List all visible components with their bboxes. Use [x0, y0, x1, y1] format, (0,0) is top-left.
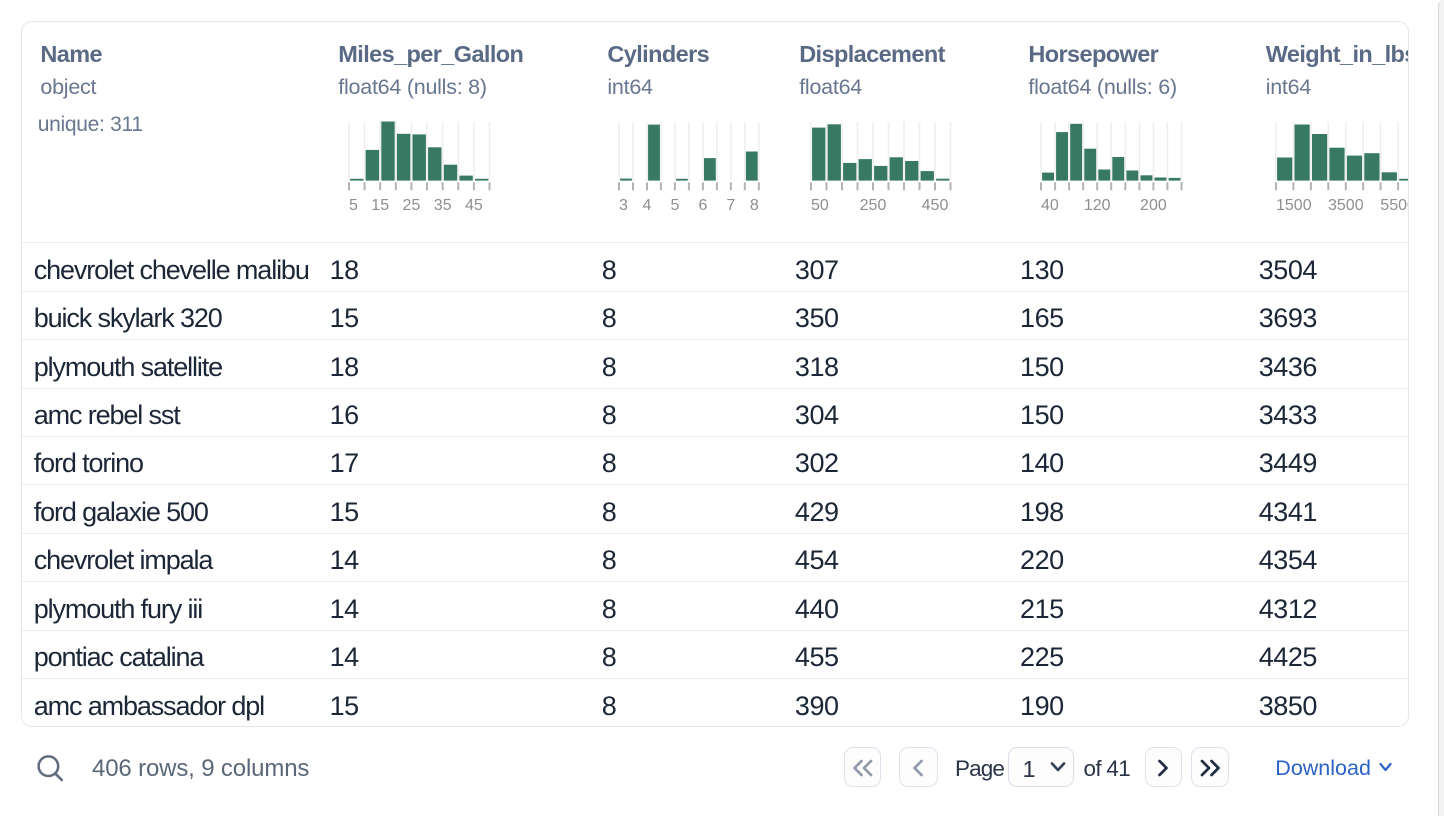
svg-text:40: 40	[1041, 197, 1059, 214]
svg-text:15: 15	[371, 197, 389, 214]
svg-text:25: 25	[403, 197, 421, 214]
svg-text:45: 45	[465, 197, 483, 214]
svg-text:8: 8	[749, 197, 758, 214]
svg-text:120: 120	[1084, 197, 1111, 214]
svg-text:50: 50	[811, 197, 829, 214]
svg-text:1500: 1500	[1276, 197, 1312, 214]
svg-text:35: 35	[434, 197, 452, 214]
svg-text:4: 4	[642, 197, 651, 214]
svg-text:5500: 5500	[1380, 197, 1409, 214]
svg-text:5: 5	[349, 197, 358, 214]
svg-text:5: 5	[670, 197, 679, 214]
svg-text:6: 6	[698, 197, 707, 214]
svg-text:3: 3	[619, 197, 628, 214]
svg-text:3500: 3500	[1328, 197, 1364, 214]
svg-text:7: 7	[726, 197, 735, 214]
svg-text:200: 200	[1140, 197, 1167, 214]
svg-text:250: 250	[859, 197, 886, 214]
svg-text:450: 450	[921, 197, 948, 214]
